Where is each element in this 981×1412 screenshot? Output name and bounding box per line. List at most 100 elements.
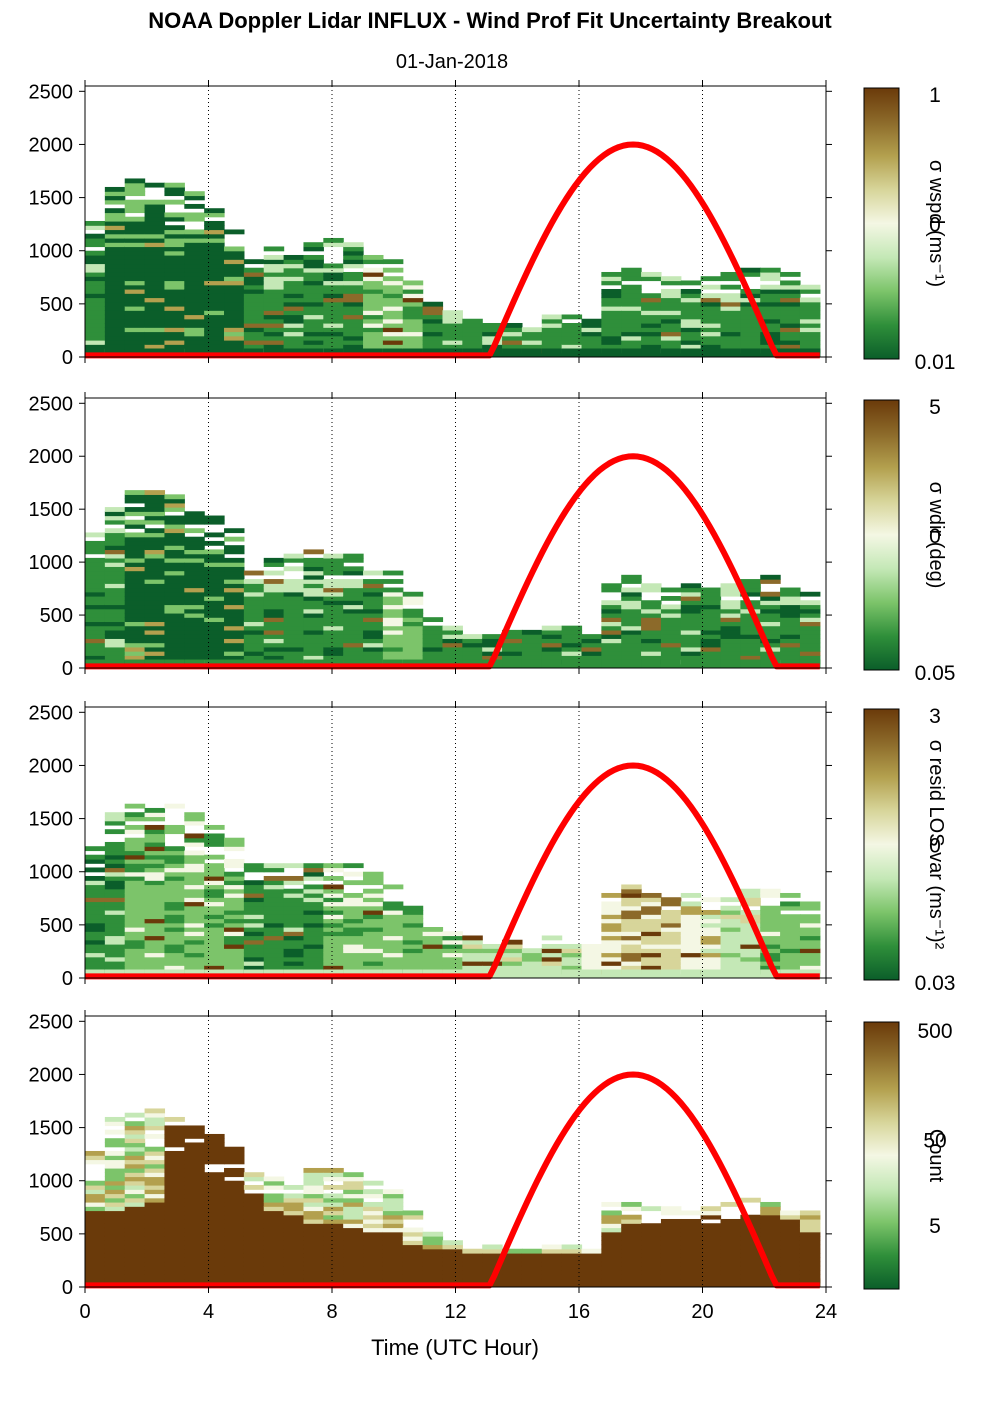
heatmap-cell: [660, 943, 682, 949]
heatmap-cell: [224, 1244, 245, 1250]
heatmap-cell: [204, 246, 225, 252]
heatmap-cell: [263, 1252, 285, 1258]
heatmap-cell: [323, 952, 344, 958]
heatmap-cell: [104, 1206, 126, 1212]
heatmap-cell: [184, 638, 205, 644]
heatmap-cell: [760, 642, 781, 648]
heatmap-cell: [124, 216, 146, 222]
heatmap-cell: [422, 651, 444, 656]
heatmap-cell: [363, 1265, 384, 1271]
heatmap-cell: [601, 310, 622, 316]
heatmap-cell: [184, 812, 205, 818]
heatmap-cell: [184, 875, 205, 881]
heatmap-cell: [283, 587, 305, 593]
heatmap-cell: [402, 952, 424, 958]
heatmap-cell: [621, 301, 642, 307]
heatmap-cell: [243, 1201, 265, 1207]
heatmap-cell: [85, 1218, 106, 1224]
heatmap-cell: [641, 956, 662, 962]
heatmap-cell: [442, 327, 463, 333]
heatmap-cell: [204, 926, 225, 932]
heatmap-cell: [581, 634, 602, 639]
heatmap-cell: [799, 1261, 821, 1267]
heatmap-cell: [164, 922, 185, 928]
heatmap-cell: [124, 846, 146, 852]
heatmap-cell: [243, 284, 265, 290]
heatmap-cell: [224, 914, 245, 920]
heatmap-cell: [283, 1218, 305, 1224]
heatmap-cell: [760, 1206, 781, 1212]
colorbar-label: σ wspd (ms⁻¹): [925, 160, 947, 287]
heatmap-cells: [85, 490, 821, 668]
heatmap-cell: [442, 961, 463, 966]
heatmap-cell: [323, 293, 344, 299]
heatmap-cell: [601, 909, 622, 915]
heatmap-cell: [462, 634, 483, 639]
heatmap-cell: [85, 301, 106, 307]
heatmap-cell: [343, 651, 364, 656]
heatmap-cell: [700, 634, 722, 639]
heatmap-cell: [343, 1248, 364, 1254]
heatmap-cell: [184, 612, 205, 618]
heatmap-cell: [641, 642, 662, 648]
heatmap-cell: [382, 288, 404, 294]
heatmap-cell: [363, 914, 384, 920]
heatmap-cell: [680, 1231, 702, 1237]
heatmap-cell: [780, 634, 801, 639]
colorbar-tick-label: 0.01: [915, 351, 956, 374]
heatmap-cell: [680, 943, 702, 949]
heatmap-cell: [303, 961, 324, 966]
heatmap-cell: [402, 956, 424, 962]
heatmap-cell: [303, 1248, 324, 1254]
heatmap-cell: [144, 331, 166, 337]
heatmap-cell: [204, 305, 225, 311]
heatmap-cell: [224, 600, 245, 606]
heatmap-cell: [422, 642, 444, 648]
heatmap-cell: [799, 1248, 821, 1254]
heatmap-cell: [184, 646, 205, 652]
heatmap-cell: [204, 634, 225, 639]
heatmap-cell: [164, 803, 185, 809]
heatmap-cell: [144, 1121, 166, 1127]
heatmap-cell: [303, 1261, 324, 1267]
heatmap-cell: [780, 918, 801, 924]
heatmap-cell: [303, 574, 324, 580]
heatmap-cell: [144, 625, 166, 631]
heatmap-cell: [740, 961, 761, 966]
heatmap-cell: [799, 939, 821, 945]
heatmap-cell: [124, 956, 146, 962]
y-tick-label: 1500: [29, 1118, 74, 1140]
heatmap-cell: [521, 327, 543, 333]
heatmap-cell: [700, 1257, 722, 1263]
heatmap-cell: [601, 271, 622, 277]
heatmap-cell: [323, 340, 344, 345]
heatmap-cell: [343, 293, 364, 299]
heatmap-cell: [700, 1235, 722, 1241]
heatmap-cell: [442, 935, 463, 941]
heatmap-cell-surface: [641, 969, 662, 978]
heatmap-cell: [104, 943, 126, 949]
heatmap-cell-surface: [502, 348, 523, 357]
y-tick-label: 0: [62, 347, 73, 369]
heatmap-cell: [780, 608, 801, 614]
heatmap-cell: [164, 634, 185, 639]
heatmap-cell: [780, 625, 801, 631]
heatmap-cell: [184, 608, 205, 614]
heatmap-cell: [621, 1231, 642, 1237]
heatmap-cell: [124, 824, 146, 830]
heatmap-cell: [104, 263, 126, 269]
heatmap-cell: [621, 1214, 642, 1220]
heatmap-cell: [462, 638, 483, 644]
heatmap-cell: [303, 344, 324, 350]
heatmap-cell: [204, 587, 225, 593]
heatmap-cell: [581, 1252, 602, 1258]
heatmap-cell: [680, 952, 702, 958]
heatmap-cell: [144, 1252, 166, 1258]
heatmap-cell: [343, 284, 364, 290]
heatmap-cell: [224, 267, 245, 273]
heatmap-cell: [422, 1274, 444, 1280]
heatmap-cell: [144, 1146, 166, 1152]
heatmap-cell: [184, 250, 205, 256]
heatmap-cell: [164, 1214, 185, 1220]
heatmap-cell: [184, 943, 205, 949]
